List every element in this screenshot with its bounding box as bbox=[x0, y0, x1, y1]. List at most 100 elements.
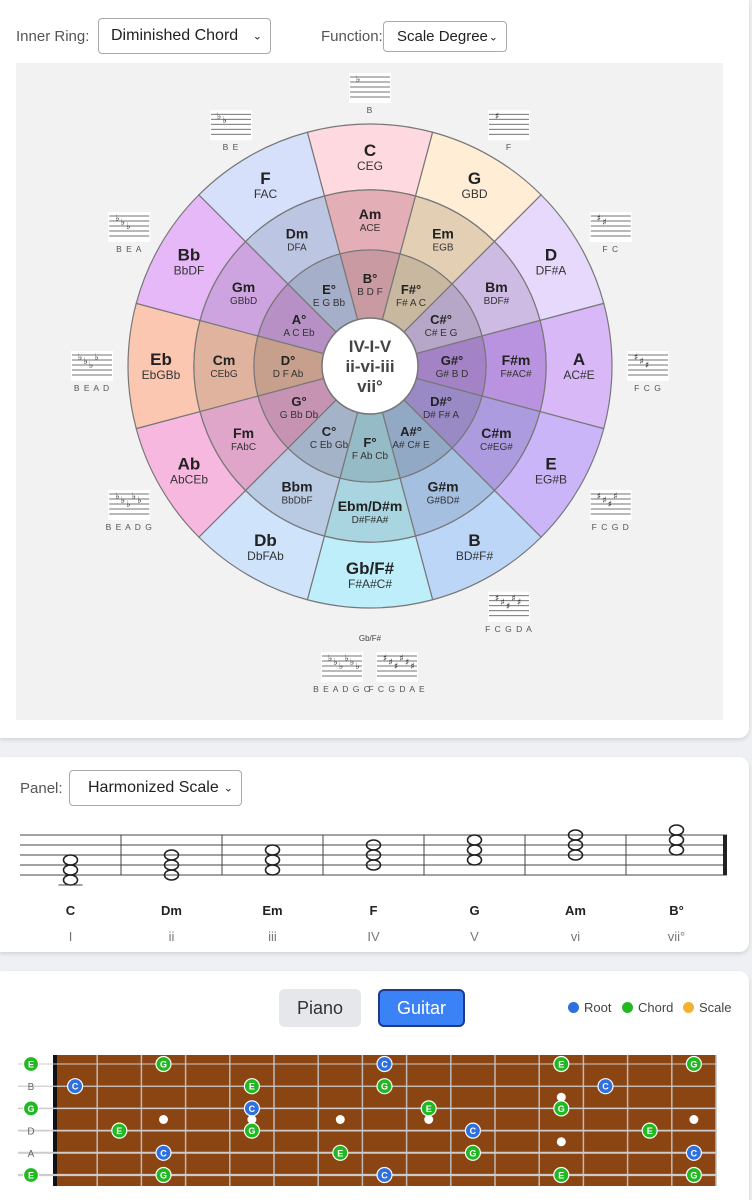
chord-note-marker[interactable]: G bbox=[685, 1055, 703, 1073]
chord-note-marker[interactable]: G bbox=[22, 1100, 40, 1117]
panel-select[interactable]: Harmonized Scale ⌄ bbox=[69, 770, 242, 806]
flat-icon: ♭ bbox=[78, 353, 82, 363]
flat-icon: ♭ bbox=[132, 492, 136, 502]
chord-note-marker[interactable]: G bbox=[553, 1100, 570, 1117]
note-letter: C bbox=[470, 1126, 477, 1136]
chord-notes-label: BDF# bbox=[484, 296, 510, 307]
chord-note-marker[interactable]: G bbox=[155, 1055, 172, 1073]
piano-tab-button[interactable]: Piano bbox=[279, 989, 361, 1027]
chord-notes-label: F#AC# bbox=[500, 369, 532, 380]
flat-icon: ♭ bbox=[115, 214, 119, 224]
panel-label: Panel: bbox=[20, 780, 63, 797]
harmonized-degree: V bbox=[470, 929, 479, 944]
chord-name-label: D bbox=[545, 246, 557, 265]
note-letter: C bbox=[249, 1104, 256, 1114]
guitar-tab-button[interactable]: Guitar bbox=[378, 989, 465, 1027]
key-signature: ♯F bbox=[488, 110, 530, 152]
key-signature-label: F bbox=[506, 142, 512, 152]
function-select-value: Scale Degree bbox=[397, 28, 488, 45]
chord-name-label: F#m bbox=[502, 352, 531, 368]
sharp-icon: ♯ bbox=[501, 598, 505, 608]
chord-note-marker[interactable]: G bbox=[464, 1144, 481, 1161]
chord-name-label: A bbox=[573, 350, 585, 369]
legend-scale: Scale bbox=[683, 1000, 732, 1015]
chord-note bbox=[264, 854, 281, 866]
chord-note-marker[interactable]: E bbox=[111, 1122, 128, 1139]
note-letter: G bbox=[160, 1171, 167, 1181]
root-note-marker[interactable]: C bbox=[464, 1122, 481, 1139]
key-signature-label: B bbox=[367, 105, 374, 115]
note-letter: C bbox=[160, 1148, 167, 1158]
flat-icon: ♭ bbox=[137, 496, 141, 506]
note-letter: G bbox=[27, 1104, 34, 1114]
chord-note-marker[interactable]: G bbox=[376, 1078, 393, 1095]
chord-note bbox=[365, 839, 382, 851]
root-note-marker[interactable]: C bbox=[66, 1078, 84, 1095]
chord-name-label: D° bbox=[281, 353, 296, 368]
chord-name-label: F#° bbox=[401, 282, 421, 297]
chord-note-marker[interactable]: E bbox=[332, 1144, 349, 1161]
sharp-icon: ♯ bbox=[389, 658, 393, 668]
chord-dot-icon bbox=[622, 1002, 633, 1013]
fret-marker bbox=[159, 1115, 168, 1124]
chord-note-marker[interactable]: G bbox=[685, 1166, 703, 1184]
root-note-marker[interactable]: C bbox=[685, 1144, 703, 1161]
chord-notes-label: D F Ab bbox=[273, 369, 304, 380]
root-note-marker[interactable]: C bbox=[597, 1078, 614, 1095]
flat-icon: ♭ bbox=[345, 654, 349, 664]
harmonized-degree: vii° bbox=[668, 929, 685, 944]
chord-name-label: Ebm/D#m bbox=[338, 498, 403, 514]
chevron-down-icon: ⌄ bbox=[488, 31, 498, 43]
key-signature-label: F C G D A E bbox=[368, 684, 425, 694]
inner-ring-select[interactable]: Diminished Chord ⌄ bbox=[98, 18, 271, 54]
chord-notes-label: D#F#A# bbox=[352, 515, 389, 526]
chord-notes-label: F#A#C# bbox=[348, 577, 392, 591]
chord-note bbox=[466, 844, 483, 856]
chord-note-marker[interactable]: E bbox=[641, 1122, 658, 1139]
chord-notes-label: G#BD# bbox=[427, 495, 460, 506]
guitar-fretboard: E B G DA E C E G C G E C G E C G C E C G E G E C E G C G bbox=[18, 1055, 717, 1186]
sharp-icon: ♯ bbox=[634, 353, 638, 363]
harmonized-degree: vi bbox=[571, 929, 581, 944]
note-letter: E bbox=[28, 1060, 34, 1070]
chord-note-marker[interactable]: E bbox=[420, 1100, 437, 1117]
chord-note-marker[interactable]: G bbox=[243, 1122, 260, 1139]
chord-name-label: D#° bbox=[430, 394, 452, 409]
chord-name-label: Em bbox=[432, 226, 454, 242]
root-note-marker[interactable]: C bbox=[243, 1100, 260, 1117]
root-note-marker[interactable]: C bbox=[376, 1055, 393, 1073]
root-note-marker[interactable]: C bbox=[155, 1144, 172, 1161]
chord-notes-label: D# F# A bbox=[423, 410, 459, 421]
flat-icon: ♭ bbox=[121, 496, 125, 506]
chord-name-label: F bbox=[260, 169, 270, 188]
note-letter: E bbox=[558, 1171, 564, 1181]
chord-note-marker[interactable]: G bbox=[155, 1166, 172, 1184]
open-string-label: B bbox=[28, 1082, 35, 1093]
fretboard bbox=[53, 1055, 716, 1186]
chord-note-marker[interactable]: E bbox=[22, 1166, 40, 1184]
function-select[interactable]: Scale Degree ⌄ bbox=[383, 21, 507, 52]
chevron-down-icon: ⌄ bbox=[223, 782, 233, 795]
root-note-marker[interactable]: C bbox=[376, 1166, 393, 1184]
key-signature: ♯ ♯ ♯F C G bbox=[627, 351, 669, 393]
chord-note-marker[interactable]: E bbox=[553, 1055, 570, 1073]
flat-icon: ♭ bbox=[334, 658, 338, 668]
gb-key-label: Gb/F# bbox=[359, 634, 382, 643]
chord-name-label: Am bbox=[359, 206, 382, 222]
fret-marker-double bbox=[556, 1137, 566, 1147]
chord-name-label: B° bbox=[363, 271, 378, 286]
chord-note bbox=[264, 844, 281, 856]
note-letter: E bbox=[647, 1126, 653, 1136]
chord-note-marker[interactable]: E bbox=[22, 1055, 40, 1073]
chord-note-marker[interactable]: E bbox=[243, 1078, 260, 1095]
flat-icon: ♭ bbox=[84, 357, 88, 367]
chord-notes-label: DFA bbox=[287, 243, 307, 254]
harmonized-chord-name: C bbox=[66, 903, 76, 918]
note-letter: G bbox=[690, 1060, 697, 1070]
chord-notes-label: FAbC bbox=[231, 442, 256, 453]
sharp-icon: ♯ bbox=[411, 662, 415, 672]
chord-note-marker[interactable]: E bbox=[553, 1166, 570, 1184]
sharp-icon: ♯ bbox=[400, 654, 404, 664]
chord-name-label: A° bbox=[292, 312, 307, 327]
sharp-icon: ♯ bbox=[517, 598, 521, 608]
